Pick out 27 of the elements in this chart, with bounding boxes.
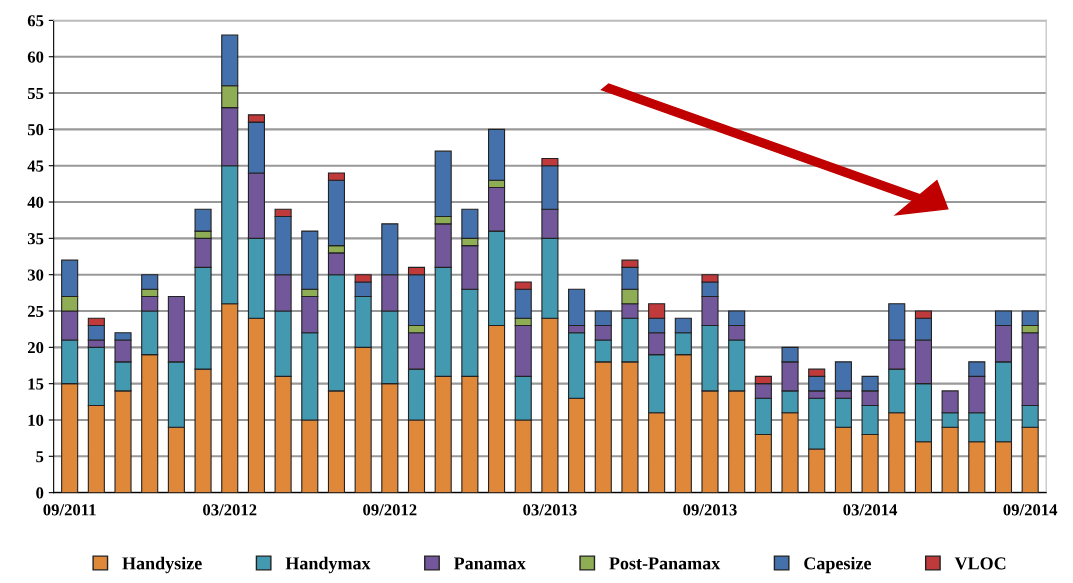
y-tick-label: 55 <box>27 87 44 99</box>
x-tick-label: 09/2012 <box>363 504 417 516</box>
legend-label: Panamax <box>453 557 526 570</box>
y-tick-label: 65 <box>27 15 44 27</box>
y-tick-label: 45 <box>27 160 44 172</box>
y-tick-label: 35 <box>27 233 44 245</box>
x-tick-label: 03/2012 <box>203 504 257 516</box>
y-tick-label: 5 <box>36 451 44 463</box>
x-tick-label: 03/2014 <box>843 504 898 516</box>
y-tick-label: 40 <box>27 196 44 208</box>
legend-label: Post-Panamax <box>609 557 721 570</box>
x-tick-label: 09/2011 <box>43 504 96 516</box>
y-tick-label: 50 <box>27 124 44 136</box>
legend-label: Capesize <box>804 556 872 574</box>
x-tick-label: 09/2013 <box>683 504 737 516</box>
y-tick-label: 10 <box>28 414 44 426</box>
y-tick-label: 15 <box>28 378 44 390</box>
legend-label: Handysize <box>122 556 202 574</box>
y-tick-label: 30 <box>27 269 44 281</box>
legend-label: VLOC <box>954 557 1006 570</box>
legend-label: Handymax <box>285 556 371 574</box>
y-tick-label: 0 <box>36 487 44 499</box>
x-tick-label: 03/2013 <box>523 504 577 516</box>
y-tick-label: 25 <box>27 305 44 317</box>
y-tick-label: 60 <box>27 51 44 63</box>
x-tick-label: 09/2014 <box>1003 504 1058 516</box>
y-tick-label: 20 <box>27 342 44 354</box>
